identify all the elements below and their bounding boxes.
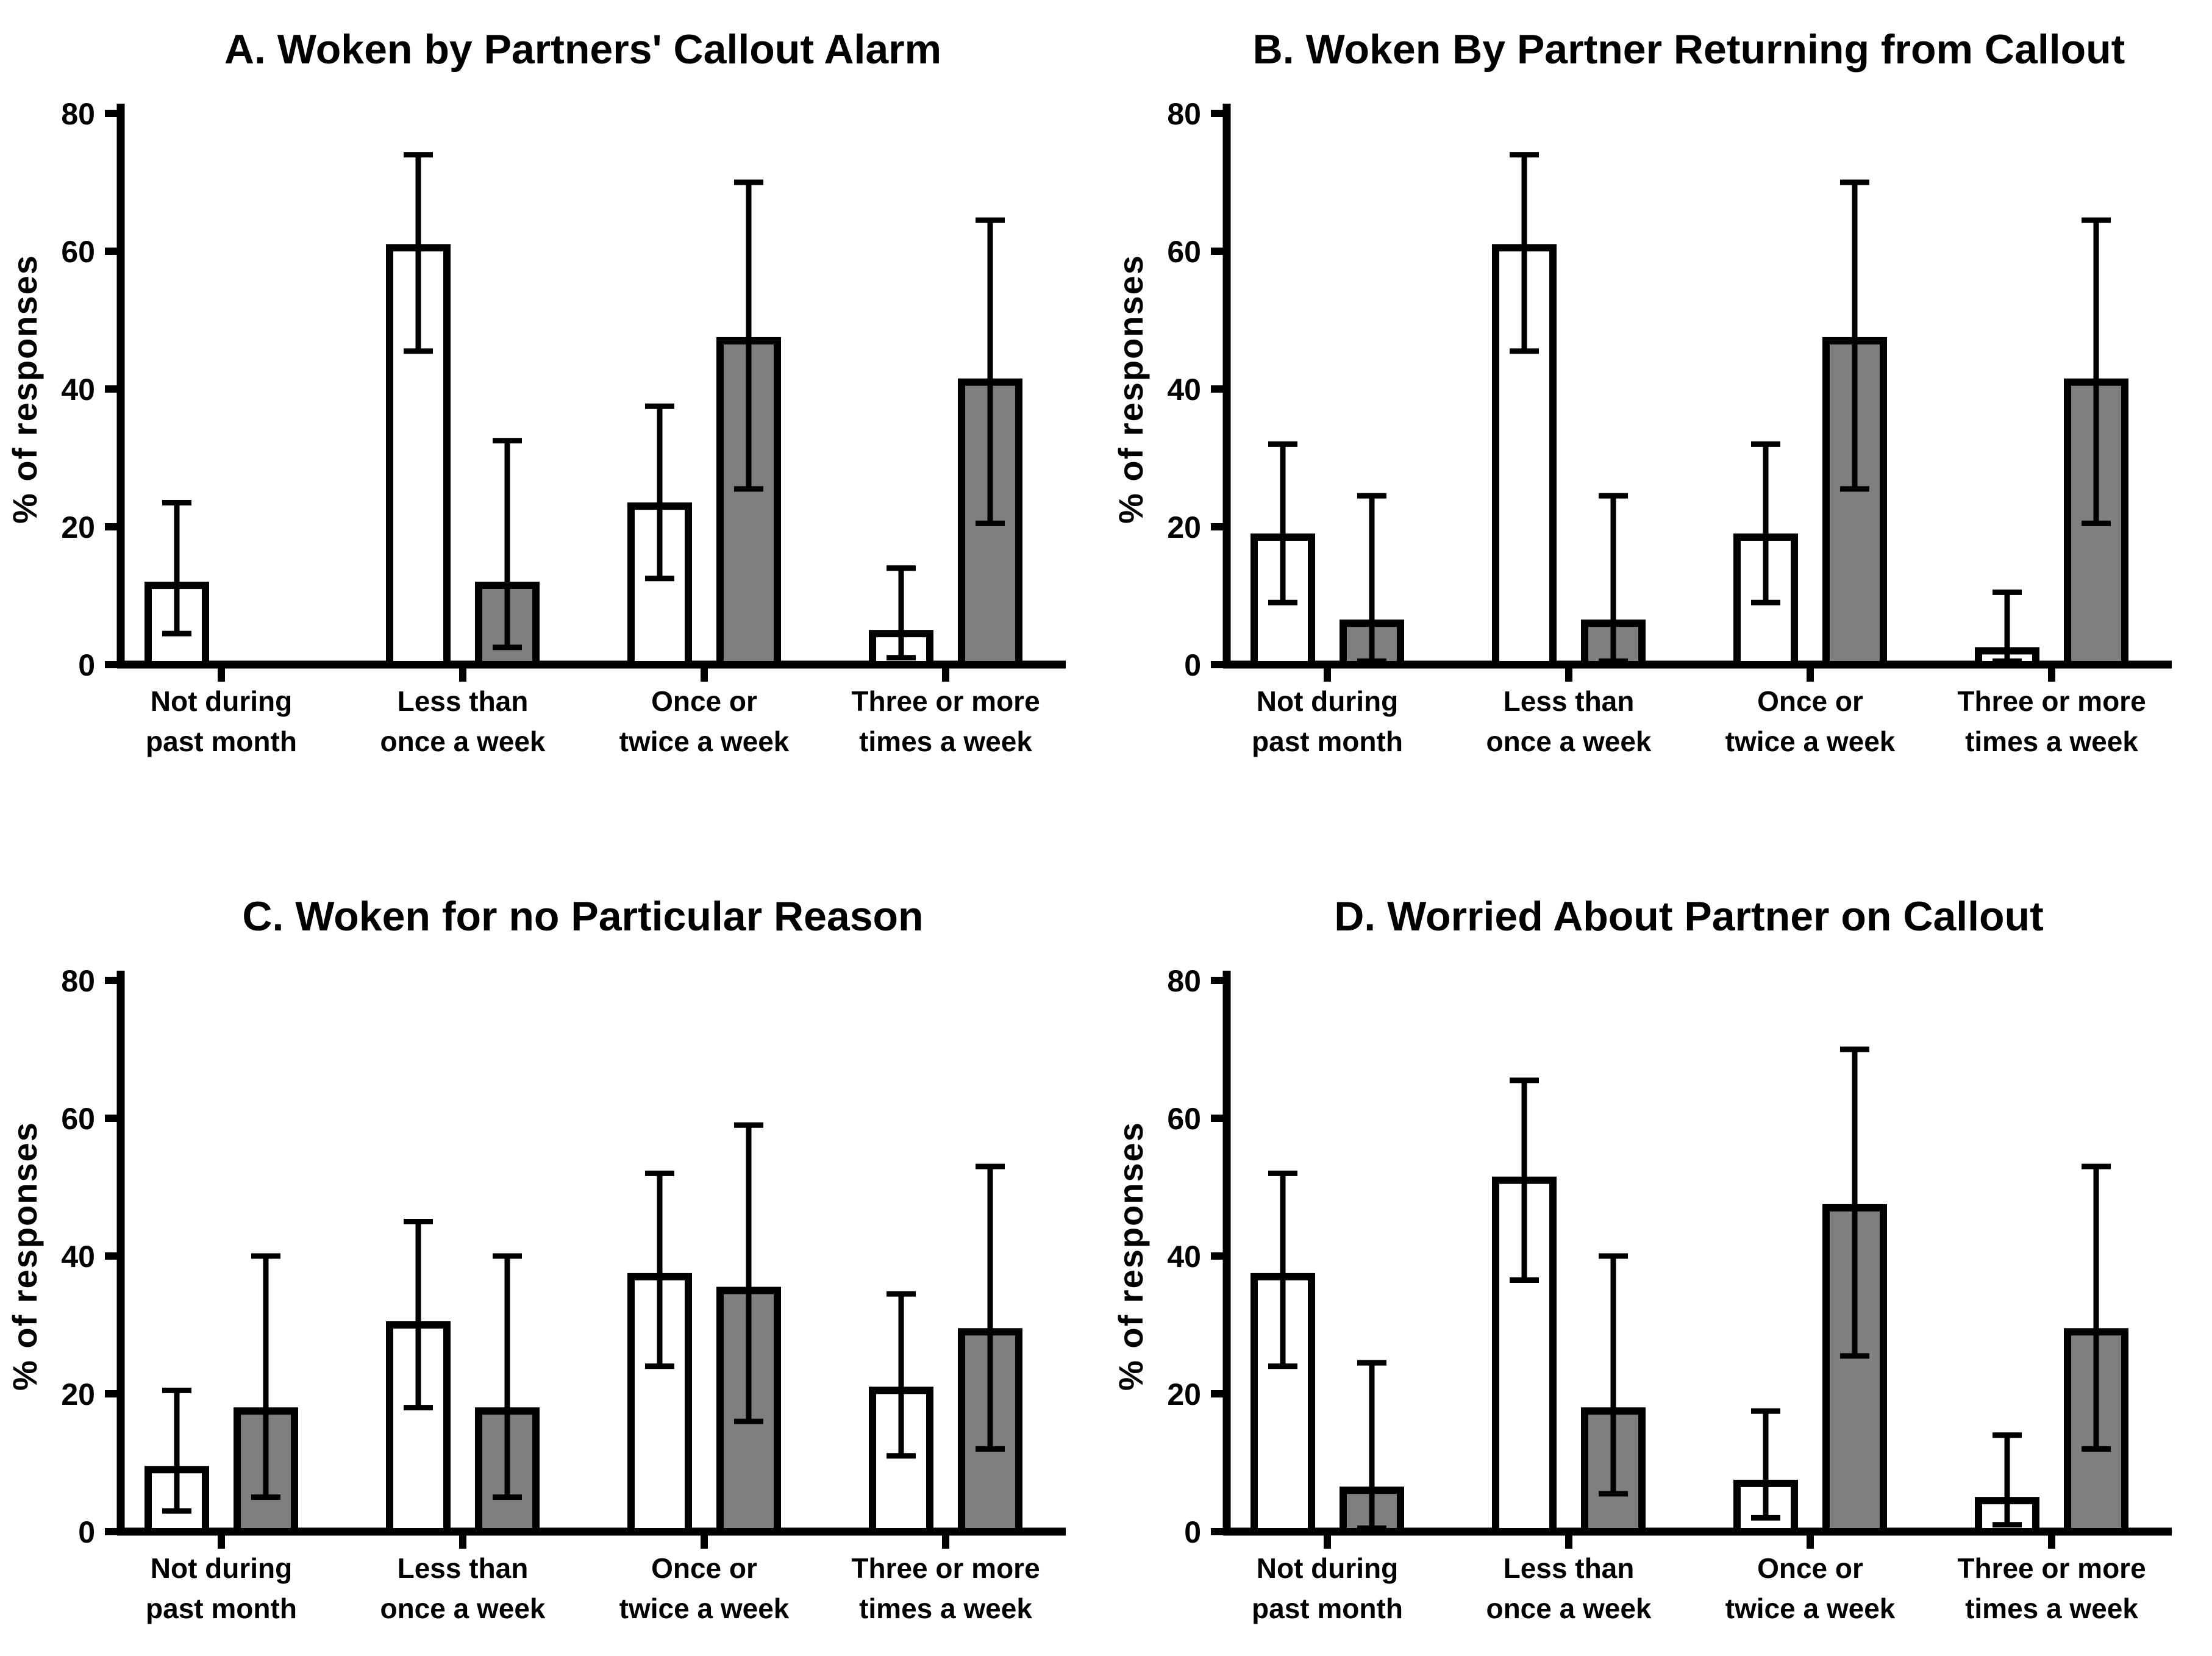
category-label: Once or (1757, 685, 1863, 717)
panel-d-plot: 0 20 40 60 80 Not during past month Less than on… (1167, 964, 2172, 1624)
panel-d-title: D. Worried About Partner on Callout (1334, 893, 2044, 940)
panel-c-chart: C. Woken for no Particular Reason % of r… (5, 893, 1066, 1624)
category-label: once a week (380, 726, 545, 757)
category-label: past month (146, 1593, 297, 1624)
panel-a: A. Woken by Partners' Callout Alarm % of… (0, 0, 1106, 828)
panel-b: B. Woken By Partner Returning from Callo… (1106, 0, 2212, 828)
category-label: Once or (651, 1552, 757, 1584)
y-tick-label: 40 (1167, 1240, 1201, 1274)
category-label: once a week (380, 1593, 545, 1624)
y-tick-label: 80 (61, 97, 95, 131)
y-tick-label: 80 (1167, 97, 1201, 131)
y-tick-label: 60 (1167, 1102, 1201, 1136)
category-label: twice a week (1725, 726, 1896, 757)
category-label: Once or (1757, 1552, 1863, 1584)
category-label: Less than (1504, 1552, 1635, 1584)
category-label: Three or more (1957, 685, 2146, 717)
y-tick-label: 60 (1167, 235, 1201, 269)
y-tick-label: 80 (1167, 964, 1201, 998)
panel-d-chart: D. Worried About Partner on Callout % of… (1111, 893, 2172, 1624)
y-tick-label: 60 (61, 1102, 95, 1136)
y-tick-label: 40 (1167, 373, 1201, 407)
y-tick-label: 0 (78, 1515, 95, 1549)
category-label: Three or more (851, 1552, 1040, 1584)
y-tick-label: 0 (78, 648, 95, 682)
panel-a-ylabel: % of responses (5, 254, 44, 524)
y-tick-label: 20 (61, 1377, 95, 1412)
panel-d: D. Worried About Partner on Callout % of… (1106, 828, 2212, 1656)
panel-c-ylabel: % of responses (5, 1121, 44, 1391)
category-label: Three or more (1957, 1552, 2146, 1584)
category-label: times a week (859, 1593, 1032, 1624)
category-label: times a week (1965, 726, 2138, 757)
category-label: Not during (151, 685, 293, 717)
category-label: Less than (398, 1552, 529, 1584)
y-tick-label: 80 (61, 964, 95, 998)
y-tick-label: 20 (1167, 1377, 1201, 1412)
panel-a-title: A. Woken by Partners' Callout Alarm (224, 26, 941, 73)
y-tick-label: 0 (1184, 648, 1201, 682)
panel-d-ylabel: % of responses (1111, 1121, 1150, 1391)
y-tick-label: 20 (61, 510, 95, 544)
panel-c: C. Woken for no Particular Reason % of r… (0, 828, 1106, 1656)
category-label: Not during (1257, 1552, 1399, 1584)
category-label: Less than (398, 685, 529, 717)
panel-b-title: B. Woken By Partner Returning from Callo… (1253, 26, 2125, 73)
panel-c-title: C. Woken for no Particular Reason (242, 893, 923, 940)
category-label: Once or (651, 685, 757, 717)
category-label: Not during (1257, 685, 1399, 717)
category-label: Not during (151, 1552, 293, 1584)
category-label: past month (1252, 1593, 1403, 1624)
y-tick-label: 40 (61, 373, 95, 407)
panel-c-plot: 0 20 40 60 80 Not during past month Less than on… (61, 964, 1066, 1624)
category-label: times a week (859, 726, 1032, 757)
panel-a-chart: A. Woken by Partners' Callout Alarm % of… (5, 26, 1066, 757)
category-label: twice a week (1725, 1593, 1896, 1624)
panel-b-chart: B. Woken By Partner Returning from Callo… (1111, 26, 2172, 757)
category-label: once a week (1486, 1593, 1651, 1624)
panel-a-plot: 0 20 40 60 80 Not during past month Less than on… (61, 97, 1066, 757)
y-tick-label: 40 (61, 1240, 95, 1274)
y-tick-label: 20 (1167, 510, 1201, 544)
y-tick-label: 60 (61, 235, 95, 269)
category-label: Three or more (851, 685, 1040, 717)
category-label: twice a week (619, 1593, 790, 1624)
panel-b-ylabel: % of responses (1111, 254, 1150, 524)
category-label: past month (1252, 726, 1403, 757)
panel-b-plot: 0 20 40 60 80 Not during past month Less than on… (1167, 97, 2172, 757)
y-tick-label: 0 (1184, 1515, 1201, 1549)
category-label: twice a week (619, 726, 790, 757)
category-label: once a week (1486, 726, 1651, 757)
category-label: times a week (1965, 1593, 2138, 1624)
category-label: Less than (1504, 685, 1635, 717)
category-label: past month (146, 726, 297, 757)
